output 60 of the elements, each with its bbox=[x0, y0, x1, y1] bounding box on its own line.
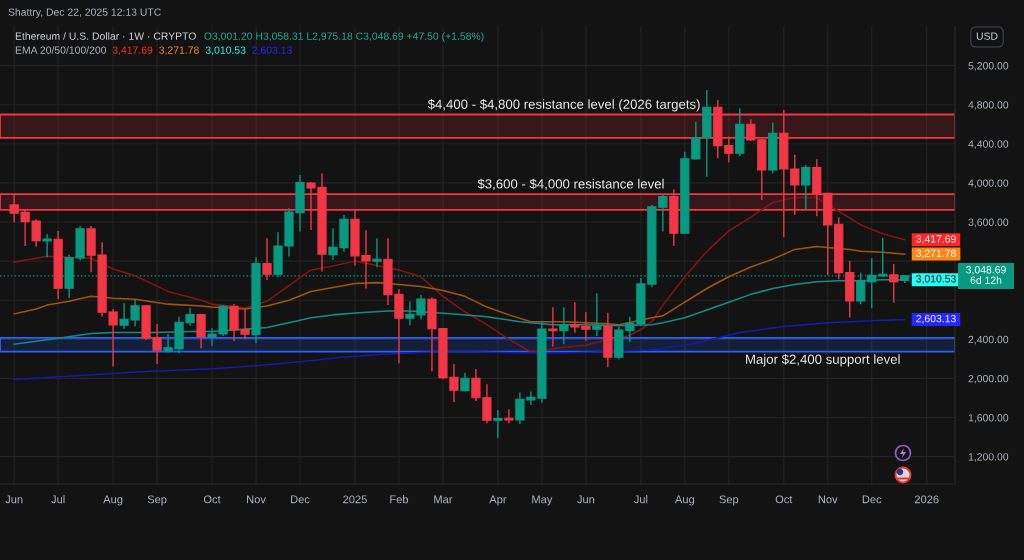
text: 3,417.69 bbox=[112, 46, 153, 56]
y-tick-label: 5,200.00 bbox=[968, 62, 1009, 71]
text: 3,010.53 bbox=[205, 46, 246, 56]
x-tick-label: 2025 bbox=[343, 495, 367, 504]
candlestick bbox=[801, 164, 811, 211]
y-axis-title: USD bbox=[976, 32, 998, 40]
annotation: O3,001.20 H3,058.31 L2,975.18 C3,048.69 +47.50 (+1.58%) bbox=[204, 32, 484, 42]
x-tick-label: Dec bbox=[291, 495, 310, 504]
y-tick-label: 3,600.00 bbox=[968, 218, 1009, 228]
x-tick-label: May bbox=[532, 495, 553, 506]
line-series bbox=[13, 318, 906, 381]
x-tick-label: Aug bbox=[103, 495, 123, 506]
band-label: $3,600 - $4,000 resistance level bbox=[477, 178, 664, 191]
y-tick-label: 4,800.00 bbox=[968, 101, 1009, 110]
line-series bbox=[13, 196, 906, 353]
x-tick-label: Dec bbox=[862, 495, 882, 504]
band-label: $4,400 - $4,800 resistance level (2026 targets) bbox=[427, 98, 700, 112]
data-label: 3,271.78 bbox=[916, 249, 956, 259]
annotation: EMA 20/50/100/200 bbox=[15, 46, 107, 54]
candlestick bbox=[372, 237, 382, 268]
data-label: 3,417.69 bbox=[916, 235, 956, 244]
x-tick-label: 2026 bbox=[914, 495, 939, 504]
x-tick-label: Jun bbox=[5, 495, 23, 504]
data-label: 2,603.13 bbox=[916, 314, 956, 324]
text: 2,603.13 bbox=[252, 46, 292, 56]
ref-line-label: 3,048.69 6d 12h bbox=[966, 266, 1006, 284]
x-tick-label: Nov bbox=[247, 495, 266, 504]
y-tick-label: 4,400.00 bbox=[968, 140, 1009, 149]
x-tick-label: Oct bbox=[775, 495, 793, 504]
x-tick-label: Jul bbox=[633, 495, 648, 504]
candlestick bbox=[262, 237, 272, 281]
x-tick-label: Aug bbox=[674, 495, 694, 506]
band-label: Major $2,400 support level bbox=[746, 354, 900, 367]
line-series bbox=[13, 245, 906, 326]
x-tick-label: Jul bbox=[51, 495, 65, 504]
data-label: 3,010.53 bbox=[916, 275, 956, 284]
x-tick-label: Sep bbox=[147, 495, 167, 506]
text: 3,271.78 bbox=[159, 46, 199, 56]
candlestick bbox=[548, 306, 558, 348]
candlestick bbox=[493, 409, 503, 439]
chart-title: Ethereum / U.S. Dollar · 1W · CRYPTO bbox=[15, 32, 196, 40]
text: Shattry, Dec 22, 2025 12:13 UTC bbox=[8, 8, 161, 18]
x-tick-label: Nov bbox=[818, 495, 838, 504]
candlestick bbox=[196, 313, 206, 349]
x-tick-label: Sep bbox=[719, 495, 739, 506]
y-tick-label: 2,400.00 bbox=[968, 335, 1009, 345]
candlestick bbox=[592, 292, 602, 337]
x-tick-label: Feb bbox=[390, 495, 409, 504]
y-tick-label: 2,000.00 bbox=[968, 374, 1009, 384]
candlestick bbox=[504, 408, 514, 424]
x-tick-label: Jun bbox=[577, 495, 595, 504]
candlestick bbox=[42, 233, 52, 258]
x-tick-label: Oct bbox=[203, 495, 221, 504]
x-tick-label: Mar bbox=[434, 495, 453, 504]
candlestick bbox=[889, 263, 899, 304]
y-tick-label: 1,600.00 bbox=[968, 414, 1009, 423]
candlestick bbox=[559, 306, 569, 345]
y-tick-label: 1,200.00 bbox=[968, 453, 1009, 462]
y-tick-label: 4,000.00 bbox=[968, 179, 1009, 189]
x-tick-label: Apr bbox=[489, 495, 507, 506]
